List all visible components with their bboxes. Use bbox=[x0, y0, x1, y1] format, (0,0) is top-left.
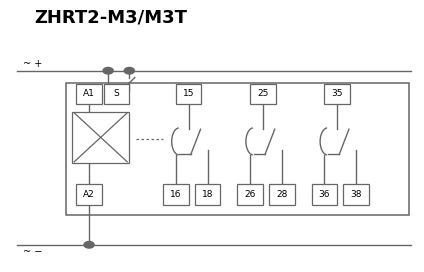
Text: 25: 25 bbox=[257, 89, 268, 98]
Circle shape bbox=[84, 242, 94, 248]
Bar bbox=[176, 84, 201, 104]
Circle shape bbox=[124, 67, 134, 74]
Bar bbox=[237, 184, 263, 205]
Text: 28: 28 bbox=[276, 190, 287, 199]
Bar bbox=[269, 184, 295, 205]
Bar bbox=[324, 84, 350, 104]
Circle shape bbox=[103, 67, 113, 74]
Text: 38: 38 bbox=[350, 190, 362, 199]
Text: 18: 18 bbox=[202, 190, 214, 199]
Text: 16: 16 bbox=[170, 190, 182, 199]
Text: A2: A2 bbox=[83, 190, 95, 199]
Text: 35: 35 bbox=[331, 89, 343, 98]
Bar bbox=[163, 184, 189, 205]
Bar bbox=[343, 184, 369, 205]
Text: A1: A1 bbox=[83, 89, 95, 98]
Bar bbox=[104, 84, 129, 104]
Text: S: S bbox=[114, 89, 120, 98]
Text: 15: 15 bbox=[183, 89, 195, 98]
Text: 26: 26 bbox=[245, 190, 256, 199]
Text: ~ +: ~ + bbox=[23, 59, 42, 69]
Text: 36: 36 bbox=[318, 190, 330, 199]
Bar bbox=[250, 84, 276, 104]
Bar bbox=[76, 84, 102, 104]
Bar bbox=[312, 184, 337, 205]
Bar bbox=[76, 184, 102, 205]
Text: ~ −: ~ − bbox=[23, 247, 43, 256]
Bar bbox=[66, 83, 409, 215]
Bar bbox=[72, 112, 129, 163]
Text: ZHRT2-M3/M3T: ZHRT2-M3/M3T bbox=[34, 8, 187, 26]
Bar bbox=[195, 184, 220, 205]
